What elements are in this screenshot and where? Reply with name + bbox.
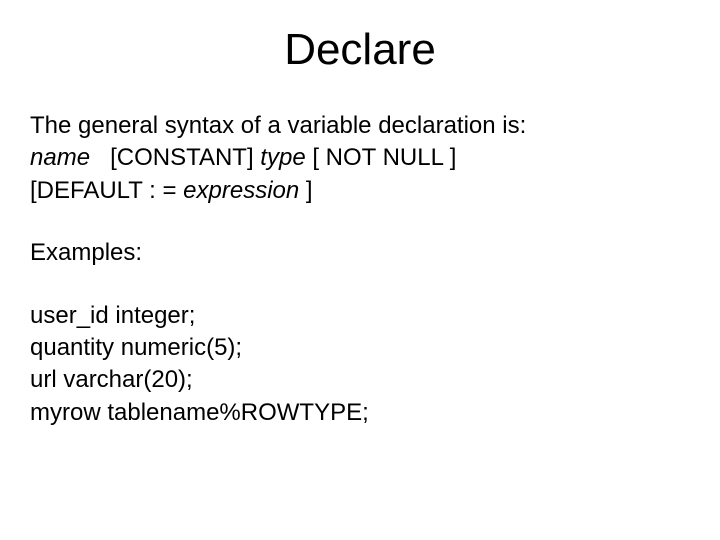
example-line: myrow tablename%ROWTYPE; (30, 397, 690, 429)
examples-block: user_id integer; quantity numeric(5); ur… (30, 300, 690, 430)
syntax-notnull: [ NOT NULL ] (312, 144, 456, 171)
slide-title: Declare (30, 25, 690, 75)
syntax-block: The general syntax of a variable declara… (30, 110, 690, 207)
syntax-intro: The general syntax of a variable declara… (30, 110, 690, 142)
example-line: url varchar(20); (30, 364, 690, 396)
examples-label: Examples: (30, 237, 690, 269)
syntax-default-open: [DEFAULT : = (30, 177, 177, 204)
syntax-line-2: [DEFAULT : = expression ] (30, 175, 690, 207)
example-line: user_id integer; (30, 300, 690, 332)
example-line: quantity numeric(5); (30, 332, 690, 364)
slide-content: The general syntax of a variable declara… (30, 110, 690, 429)
syntax-default-close: ] (306, 177, 313, 204)
syntax-type: type (260, 144, 305, 171)
syntax-expression: expression (183, 177, 299, 204)
syntax-name: name (30, 144, 90, 171)
syntax-line-1: name [CONSTANT] type [ NOT NULL ] (30, 142, 690, 174)
syntax-constant: [CONSTANT] (110, 144, 254, 171)
